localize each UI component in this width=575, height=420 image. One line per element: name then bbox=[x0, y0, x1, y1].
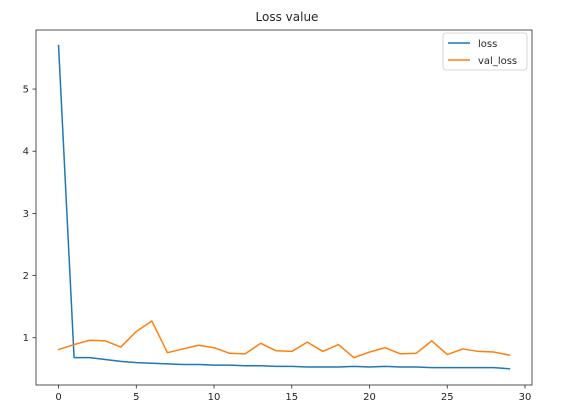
x-tick-label-30: 30 bbox=[519, 392, 532, 403]
plot-frame bbox=[35, 29, 533, 386]
legend: loss val_loss bbox=[442, 32, 528, 71]
x-tick-label-10: 10 bbox=[208, 392, 221, 403]
x-tick-label-20: 20 bbox=[363, 392, 376, 403]
series-line-loss bbox=[57, 44, 511, 370]
x-tick-label-0: 0 bbox=[55, 392, 61, 403]
y-tick-label-3: 3 bbox=[23, 209, 29, 220]
y-tick-label-4: 4 bbox=[23, 147, 29, 158]
legend-label-loss: loss bbox=[478, 39, 497, 50]
chart-title: Loss value bbox=[256, 10, 319, 24]
x-tick-label-5: 5 bbox=[133, 392, 139, 403]
x-tick-label-15: 15 bbox=[285, 392, 298, 403]
y-tick-label-5: 5 bbox=[23, 85, 29, 96]
x-tick-label-25: 25 bbox=[441, 392, 454, 403]
legend-label-val-loss: val_loss bbox=[478, 56, 517, 67]
y-tick-label-1: 1 bbox=[23, 333, 29, 344]
y-tick-label-2: 2 bbox=[23, 271, 29, 282]
series-line-val-loss bbox=[57, 320, 511, 359]
